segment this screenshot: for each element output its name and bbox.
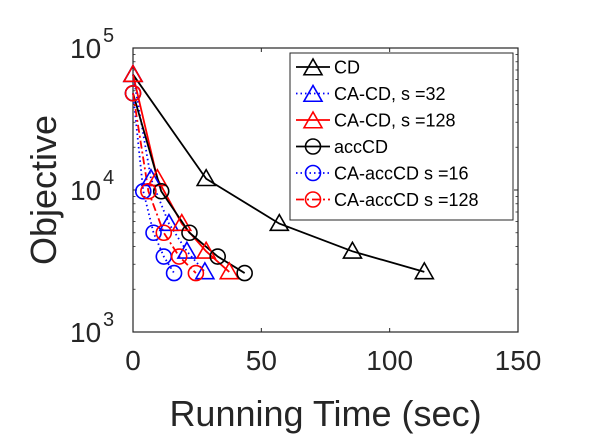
data-point-ca-acccd-s-16 [145, 224, 162, 242]
x-tick-label: 150 [495, 345, 542, 376]
data-point-ca-acccd-s-128 [140, 182, 157, 200]
data-point-ca-cd-s-128 [218, 261, 240, 280]
data-point-cd [342, 240, 363, 259]
legend-label-ca-acccd-s-128: CA-accCD s =128 [334, 190, 479, 210]
y-tick-label: 10 [70, 175, 101, 206]
x-tick-label: 50 [246, 345, 277, 376]
legend-label-cd: CD [334, 58, 360, 78]
legend: CD CA-CD, s =32 CA-CD, s =128 accCD CA-accCD… [289, 52, 514, 221]
data-point-acccd [236, 264, 253, 282]
data-point-cd [268, 212, 290, 232]
data-point-ca-acccd-s-128 [124, 84, 142, 102]
y-tick-label: 10 [70, 317, 101, 348]
data-point-ca-acccd-s-16 [134, 182, 152, 200]
series-markers [122, 63, 435, 282]
x-tick-label: 0 [125, 345, 141, 376]
legend-box [289, 52, 514, 221]
series-line-cd [132, 74, 425, 273]
y-tick-exponent: 3 [103, 309, 114, 331]
x-axis-label: Running Time (sec) [169, 393, 481, 434]
data-point-ca-cd-s-128 [122, 63, 144, 83]
y-tick-label: 10 [70, 33, 101, 64]
data-point-acccd [152, 182, 170, 200]
legend-marker-ca-cd-s-32 [302, 83, 324, 103]
y-tick-exponent: 4 [103, 167, 114, 189]
series-line-ca-cd-s-32 [132, 74, 206, 273]
data-point-ca-cd-s-32 [194, 261, 216, 280]
legend-marker-cd [302, 57, 324, 76]
legend-label-acccd: accCD [334, 137, 388, 157]
legend-marker-ca-cd-s-128 [302, 110, 324, 129]
legend-label-ca-cd-s-128: CA-CD, s =128 [334, 111, 456, 131]
data-point-cd [195, 168, 217, 187]
legend-marker-ca-acccd-s-16 [304, 164, 322, 182]
y-axis-label: Objective [23, 115, 64, 265]
data-point-cd [413, 261, 435, 280]
data-point-acccd [181, 224, 198, 242]
legend-marker-ca-acccd-s-128 [304, 191, 322, 208]
data-point-ca-acccd-s-128 [155, 224, 173, 242]
data-point-ca-cd-s-32 [158, 212, 180, 232]
y-tick-exponent: 5 [103, 25, 114, 47]
data-point-ca-cd-s-128 [195, 240, 217, 259]
legend-label-ca-cd-s-32: CA-CD, s =32 [334, 84, 446, 104]
legend-marker-acccd [304, 138, 322, 155]
x-tick-label: 100 [366, 345, 413, 376]
series-line-acccd [132, 93, 246, 274]
data-point-ca-acccd-s-16 [165, 264, 183, 282]
data-point-ca-acccd-s-128 [170, 248, 188, 265]
data-point-acccd [209, 248, 226, 265]
data-point-ca-acccd-s-128 [187, 264, 205, 282]
legend-label-ca-acccd-s-16: CA-accCD s =16 [334, 164, 469, 184]
